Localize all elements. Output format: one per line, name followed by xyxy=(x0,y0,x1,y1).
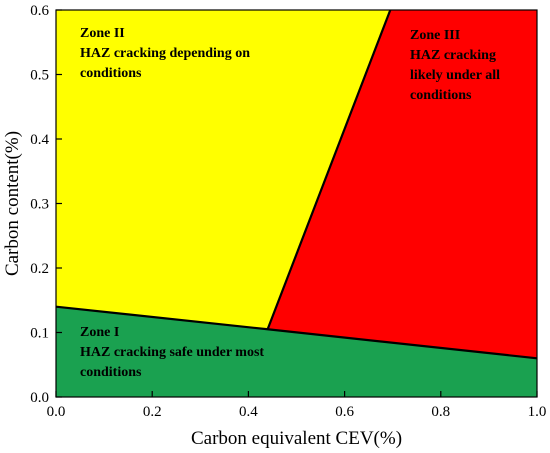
zone-zone-iii-area xyxy=(267,10,537,359)
zone-zone-ii-description-line: conditions xyxy=(80,66,142,81)
y-tick-label: 0.4 xyxy=(30,132,49,148)
zone-boundary-line-2 xyxy=(266,9,392,330)
zone-labels-layer: Zone I HAZ cracking safe under most condit… xyxy=(80,26,500,380)
zone-zone-ii-title: Zone II xyxy=(80,26,125,41)
y-tick-label: 0.5 xyxy=(30,68,49,84)
x-axis-title: Carbon equivalent CEV(%) xyxy=(191,428,402,449)
y-tick-label: 0.6 xyxy=(30,3,49,19)
y-tick-label: 0.3 xyxy=(30,197,49,213)
zone-zone-iii-description-line: likely under all xyxy=(410,68,500,83)
zone-zone-ii-area xyxy=(56,10,391,330)
zone-zone-i-title: Zone I xyxy=(80,325,119,340)
zone-zone-iii-description-line: conditions xyxy=(410,88,472,103)
x-tick-label: 1.0 xyxy=(528,404,547,420)
ticks-layer: 0.0 0.2 0.4 0.6 0.8 1.0 0.0 0.1 0.2 0.3 0.4 0.5 0.6 xyxy=(30,3,546,420)
x-tick-label: 0.0 xyxy=(47,404,66,420)
zone-zone-iii-title: Zone III xyxy=(410,28,460,43)
y-tick-label: 0.2 xyxy=(30,261,49,277)
x-tick-label: 0.2 xyxy=(143,404,162,420)
zone-zone-ii-description-line: HAZ cracking depending on xyxy=(80,46,250,61)
y-tick-label: 0.0 xyxy=(30,390,49,406)
zone-zone-i-description-line: conditions xyxy=(80,365,142,380)
zone-zone-i-area xyxy=(56,306,537,397)
boundaries-layer xyxy=(55,9,538,360)
y-axis-title: Carbon content(%) xyxy=(2,131,23,276)
zone-zone-i-description-line: HAZ cracking safe under most xyxy=(80,345,264,360)
x-tick-label: 0.6 xyxy=(335,404,354,420)
y-tick-label: 0.1 xyxy=(30,326,49,342)
zones-layer xyxy=(56,10,537,397)
x-tick-label: 0.8 xyxy=(431,404,450,420)
x-tick-label: 0.4 xyxy=(239,404,258,420)
zone-zone-iii-description-line: HAZ cracking xyxy=(410,48,496,63)
